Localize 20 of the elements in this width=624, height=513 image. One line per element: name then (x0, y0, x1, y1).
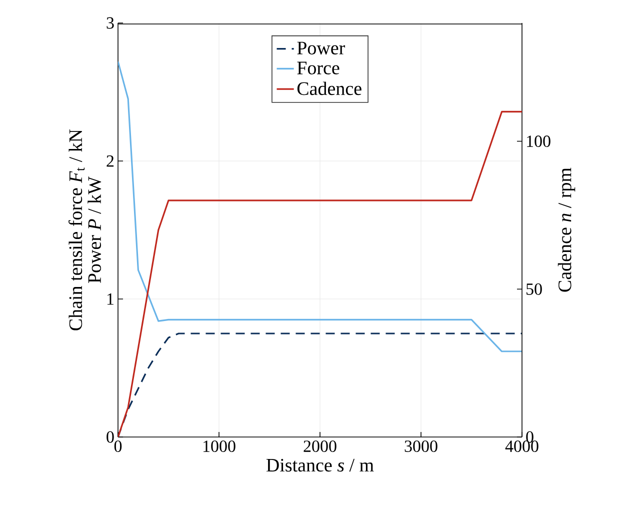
y-tick-label: 2 (106, 155, 114, 167)
y-tick-label: 3 (106, 17, 114, 29)
legend-label: Cadence (297, 82, 362, 96)
legend-label: Force (297, 62, 340, 74)
x-tick-label: 3000 (404, 440, 438, 452)
legend-label: Power (297, 42, 346, 54)
y2-tick-label: 50 (526, 283, 542, 295)
x-tick-label: 1000 (203, 440, 236, 452)
x-tick-label: 4000 (505, 440, 538, 452)
x-axis-title: Distance s / m (266, 458, 374, 472)
text: Power P / kW (88, 176, 102, 283)
y2-tick-label: 0 (526, 431, 534, 443)
y2-axis-title: Cadence n / rpm (558, 168, 576, 292)
y-tick-label: 1 (107, 293, 114, 305)
y2-tick-label: 100 (527, 136, 550, 148)
x-tick-label: 2000 (304, 440, 336, 452)
line-series (118, 60, 522, 352)
y-axis-title: Chain tensile force F$_{t}$ / kN (68, 129, 85, 330)
y-tick-label: 0 (106, 431, 114, 443)
x-tick-label: 0 (114, 440, 122, 452)
